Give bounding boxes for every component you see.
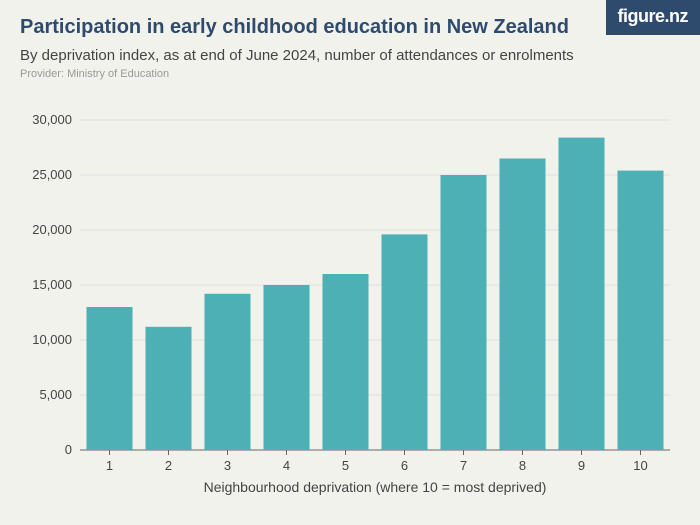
y-tick-label: 25,000 bbox=[32, 167, 72, 182]
chart-area: 0 5,000 10,000 15,000 20,000 25,000 30,000 1 2 3 4… bbox=[20, 110, 680, 505]
y-tick-label: 30,000 bbox=[32, 112, 72, 127]
chart-provider: Provider: Ministry of Education bbox=[20, 68, 680, 80]
chart-header: Participation in early childhood educati… bbox=[20, 16, 680, 80]
bar bbox=[558, 138, 604, 450]
x-tick-label: 8 bbox=[519, 458, 526, 473]
x-tick-label: 6 bbox=[401, 458, 408, 473]
bar bbox=[440, 175, 486, 450]
bar bbox=[263, 285, 309, 450]
x-tick-label: 2 bbox=[165, 458, 172, 473]
x-tick-label: 3 bbox=[224, 458, 231, 473]
x-tick-label: 4 bbox=[283, 458, 290, 473]
bar bbox=[86, 307, 132, 450]
bar bbox=[617, 171, 663, 450]
bar bbox=[204, 294, 250, 450]
y-tick-label: 0 bbox=[65, 442, 72, 457]
y-tick-label: 20,000 bbox=[32, 222, 72, 237]
chart-subtitle: By deprivation index, as at end of June … bbox=[20, 47, 680, 64]
bar bbox=[322, 274, 368, 450]
x-tick-label: 1 bbox=[106, 458, 113, 473]
bar-chart: 0 5,000 10,000 15,000 20,000 25,000 30,000 1 2 3 4… bbox=[20, 110, 680, 505]
bar bbox=[145, 327, 191, 450]
x-tick-label: 10 bbox=[633, 458, 647, 473]
x-tick-label: 5 bbox=[342, 458, 349, 473]
bar bbox=[381, 234, 427, 450]
x-tick-label: 7 bbox=[460, 458, 467, 473]
y-tick-label: 15,000 bbox=[32, 277, 72, 292]
bar bbox=[499, 159, 545, 451]
chart-title: Participation in early childhood educati… bbox=[20, 16, 680, 39]
x-tick-label: 9 bbox=[578, 458, 585, 473]
y-tick-label: 10,000 bbox=[32, 332, 72, 347]
x-axis-label: Neighbourhood deprivation (where 10 = mo… bbox=[204, 479, 547, 495]
y-tick-label: 5,000 bbox=[39, 387, 72, 402]
